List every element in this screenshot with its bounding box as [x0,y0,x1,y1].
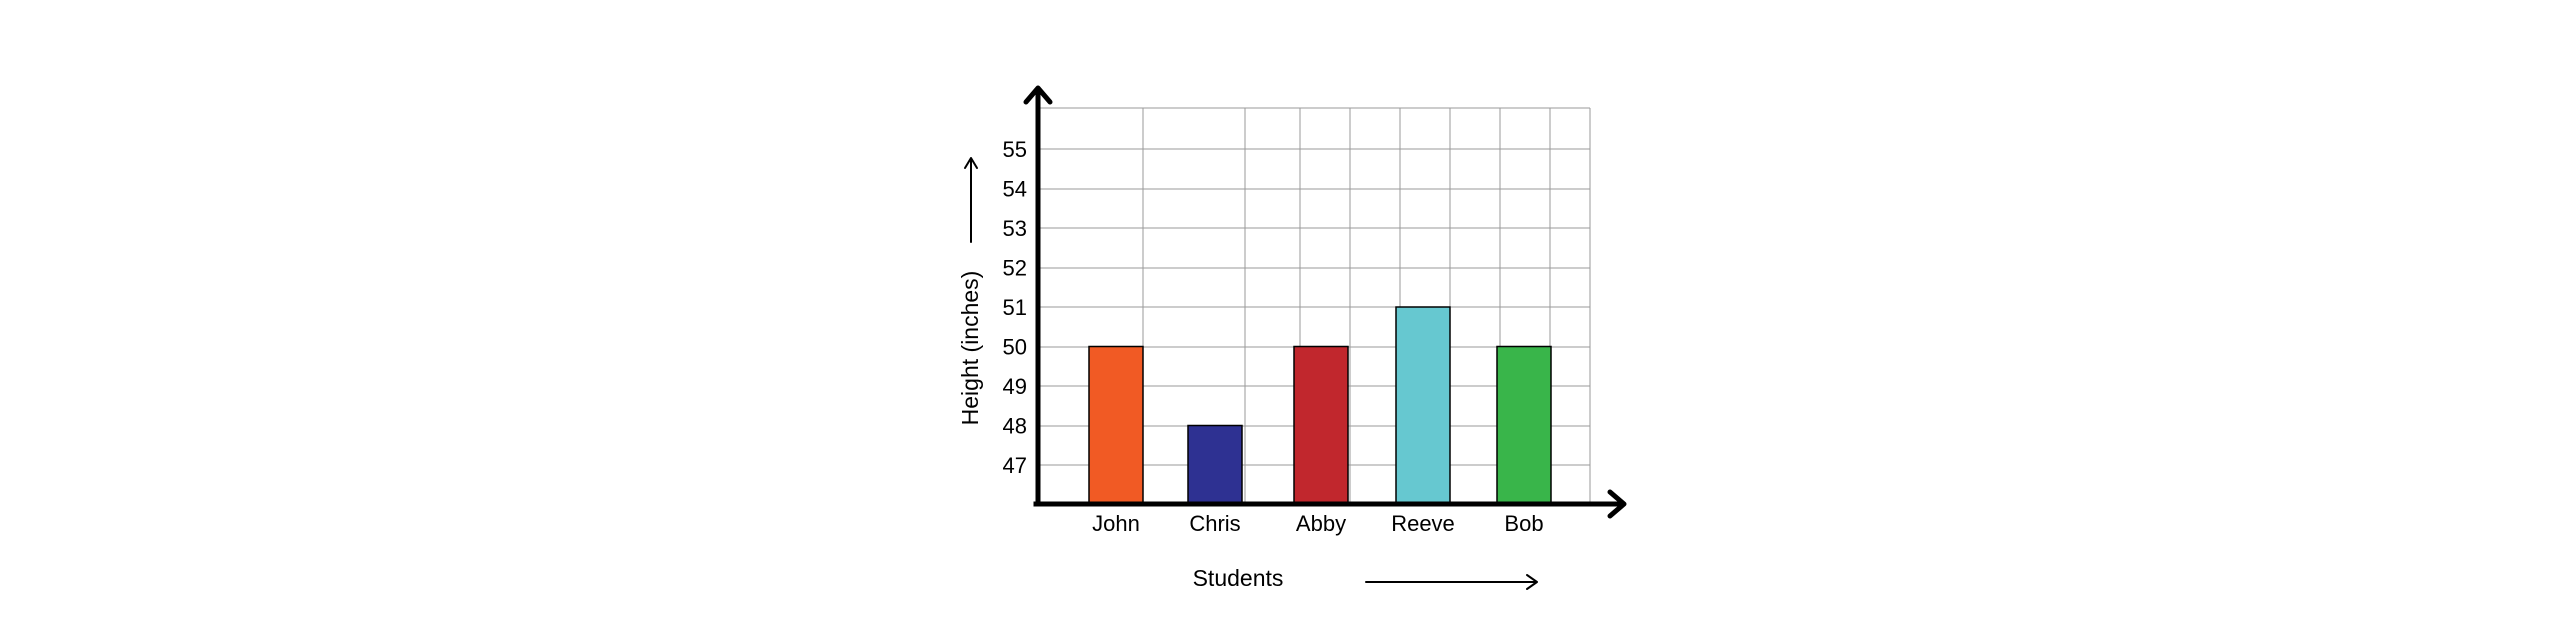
axes [1023,85,1627,519]
y-tick-label: 53 [1003,216,1027,241]
y-tick-labels: 47 48 49 50 51 52 53 54 55 [1003,137,1027,478]
y-tick-label: 50 [1003,335,1027,360]
x-axis-title: Students [1193,565,1284,591]
y-tick-label: 48 [1003,414,1027,439]
bar-reeve [1395,306,1451,505]
bar-bob [1496,345,1552,505]
bar-john [1088,345,1144,505]
y-tick-label: 51 [1003,295,1027,320]
y-tick-label: 47 [1003,453,1027,478]
x-tick-label: Abby [1296,511,1346,536]
x-tick-label: Chris [1189,511,1240,536]
y-direction-arrow [964,157,978,243]
y-tick-label: 55 [1003,137,1027,162]
bar-chris [1187,424,1243,505]
y-tick-label: 49 [1003,374,1027,399]
x-tick-label: Bob [1504,511,1543,536]
x-axis-arrowhead [1607,489,1627,519]
bar-abby [1293,345,1349,505]
y-tick-label: 54 [1003,177,1027,202]
y-axis-arrowhead [1023,85,1053,105]
x-tick-label: Reeve [1391,511,1455,536]
bars [1088,306,1552,505]
x-tick-label: John [1092,511,1140,536]
y-axis-title: Height (inches) [957,271,983,426]
x-direction-arrow [1365,574,1538,590]
y-tick-label: 52 [1003,256,1027,281]
x-tick-labels: John Chris Abby Reeve Bob [1092,511,1543,536]
